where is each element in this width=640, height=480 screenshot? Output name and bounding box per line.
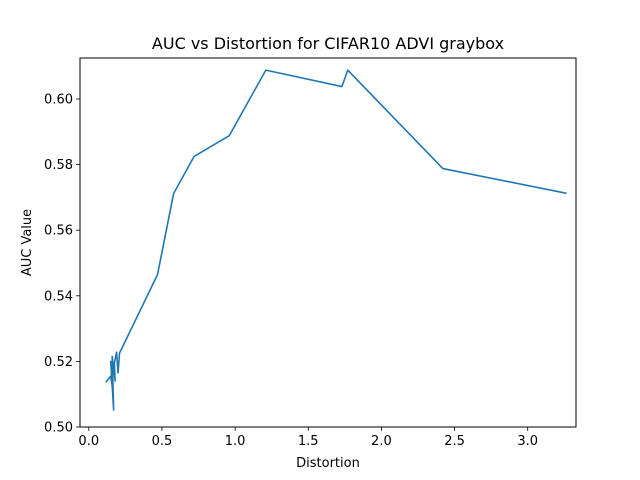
plot-area	[105, 69, 567, 411]
x-tick-label: 2.5	[444, 434, 465, 449]
x-tick-label: 0.5	[152, 434, 173, 449]
plot-frame	[79, 57, 577, 428]
x-tick-label: 1.5	[298, 434, 319, 449]
series-line-0	[105, 69, 567, 411]
y-axis-label: AUC Value	[20, 209, 35, 276]
y-tick-label: 0.52	[44, 355, 73, 370]
y-axis: 0.50 0.52 0.54 0.56 0.58 0.60	[44, 93, 80, 436]
y-tick-label: 0.50	[44, 421, 73, 436]
x-tick-label: 3.0	[517, 434, 538, 449]
y-tick-label: 0.54	[44, 289, 73, 304]
x-axis: 0.0 0.5 1.0 1.5 2.0 2.5 3.0	[78, 427, 538, 449]
y-tick-label: 0.58	[44, 158, 73, 173]
x-tick-label: 1.0	[225, 434, 246, 449]
chart-title: AUC vs Distortion for CIFAR10 ADVI grayb…	[152, 34, 504, 53]
x-tick-label: 0.0	[78, 434, 99, 449]
y-tick-label: 0.56	[44, 224, 73, 239]
y-tick-label: 0.60	[44, 93, 73, 108]
x-tick-label: 2.0	[371, 434, 392, 449]
x-axis-label: Distortion	[296, 456, 360, 471]
